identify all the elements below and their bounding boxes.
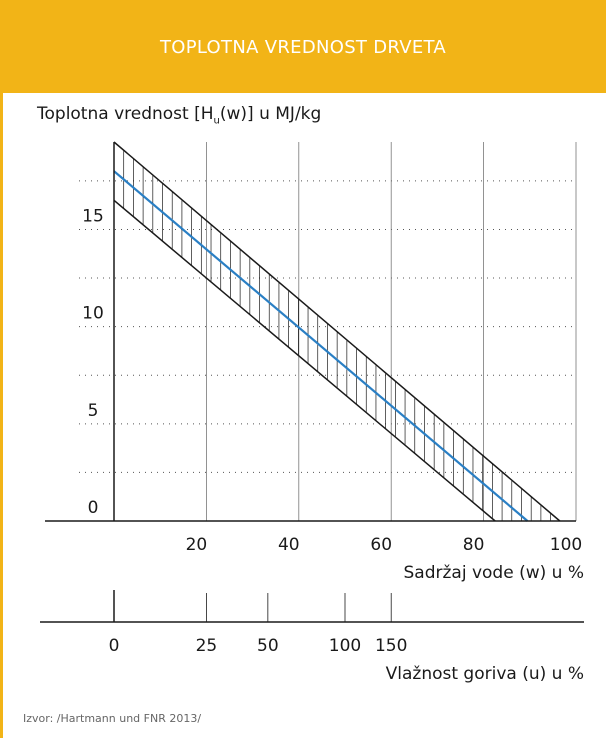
- figure-header: TOPLOTNA VREDNOST DRVETA: [0, 0, 606, 93]
- band-lower: [113, 199, 496, 522]
- x2-tick-label: 25: [196, 636, 218, 656]
- y-tick-label: 15: [82, 206, 104, 226]
- y-tick-label: 0: [88, 498, 99, 518]
- series-line: [113, 170, 529, 522]
- x2-tick-label: 100: [329, 636, 361, 656]
- x-tick-label: 20: [186, 535, 208, 555]
- y-tick-label: 5: [88, 401, 99, 421]
- x-tick-label: 80: [463, 535, 485, 555]
- secondary-axis-label: Vlažnost goriva (u) u %: [386, 664, 584, 684]
- band-upper: [113, 141, 561, 522]
- grid-y: [79, 180, 576, 473]
- chart-svg: 0 5 10 15 20 40 60 80 100 0 25 50 100 150 Sadržaj v…: [40, 141, 584, 684]
- chart-title: TOPLOTNA VREDNOST DRVETA: [159, 37, 447, 58]
- axes: [40, 142, 584, 623]
- x-tick-label: 40: [278, 535, 300, 555]
- x2-tick-label: 150: [375, 636, 407, 656]
- x2-tick-label: 0: [109, 636, 120, 656]
- x-tick-label: 100: [550, 535, 582, 555]
- x-ticks: 20 40 60 80 100: [186, 535, 583, 555]
- y-axis-label: Toplotna vrednost [Hu(w)] u MJ/kg: [37, 104, 322, 127]
- x2-tick-label: 50: [257, 636, 279, 656]
- y-ticks: 0 5 10 15: [82, 206, 104, 518]
- x2-ticks: 0 25 50 100 150: [109, 590, 407, 656]
- x-axis-label: Sadržaj vode (w) u %: [404, 563, 584, 583]
- series: [113, 170, 529, 522]
- x-tick-label: 60: [370, 535, 392, 555]
- band: [113, 141, 561, 522]
- grid-x: [205, 142, 577, 521]
- y-tick-label: 10: [82, 304, 104, 324]
- source-note: Izvor: /Hartmann und FNR 2013/: [23, 712, 202, 725]
